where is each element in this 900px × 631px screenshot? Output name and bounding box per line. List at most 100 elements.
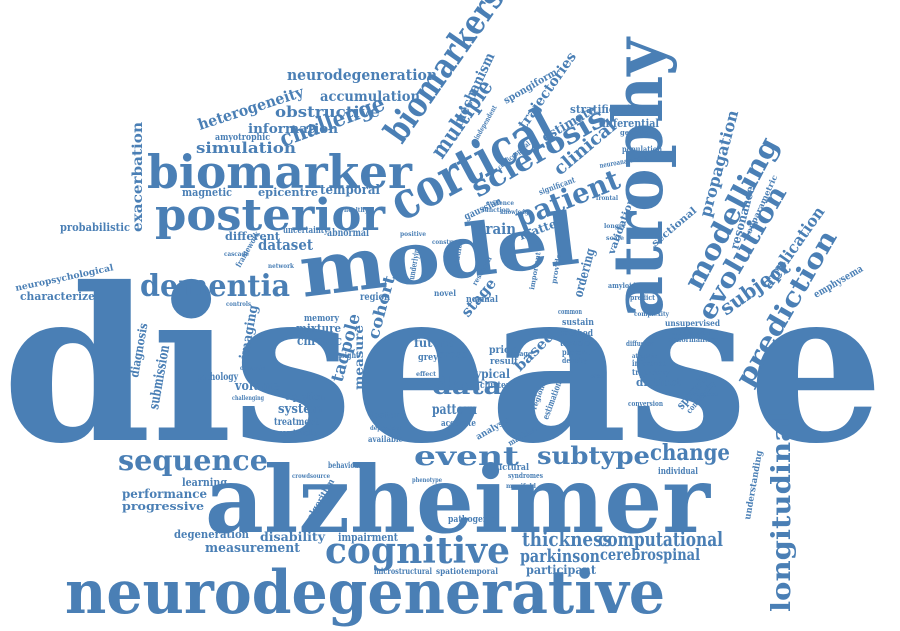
word-cluster: cluster <box>480 381 510 391</box>
word-memory: memory <box>304 314 340 324</box>
word-pathogenic: pathogenic <box>448 515 496 525</box>
word-trajectory: trajectory <box>632 367 670 377</box>
word-dynamic: dynamic <box>240 365 265 372</box>
word-dementia: dementia <box>140 269 290 304</box>
word-exacerbation: exacerbation <box>130 122 146 232</box>
word-scale: scale <box>606 235 624 242</box>
word-parkinson: parkinson <box>520 546 600 567</box>
word-epicentre: epicentre <box>258 186 318 199</box>
word-accurate: accurate <box>441 419 476 429</box>
word-cognitive: cognitive <box>325 530 510 572</box>
word-information: information <box>248 122 339 137</box>
word-pattern: pattern <box>432 402 477 418</box>
word-mixture: mixture <box>296 322 341 335</box>
word-spatiotemporal: spatiotemporal <box>436 566 498 576</box>
word-multimodal: multimodal <box>672 330 711 337</box>
word-disability: disability <box>260 530 326 544</box>
word-measurement: measurement <box>205 541 300 556</box>
word-unsupervised: unsupervised <box>665 318 720 328</box>
word-knowledge: knowledge <box>500 209 532 216</box>
word-phenotype: phenotype <box>412 477 442 484</box>
word-function: function <box>482 207 511 214</box>
word-neurodegeneration: neurodegeneration <box>287 66 437 84</box>
word-equation: equation <box>285 392 326 403</box>
word-predict: predict <box>630 293 656 302</box>
word-transfer: transfer <box>560 339 594 349</box>
word-longer: longer <box>604 223 627 230</box>
word-simulation: simulation <box>196 139 296 157</box>
word-image: image <box>510 349 532 358</box>
word-obstructive: obstructive <box>275 103 380 121</box>
word-subtype: subtype <box>537 441 650 470</box>
word-evidence: evidence <box>486 200 514 207</box>
word-positive: positive <box>400 231 426 238</box>
word-frontal: frontal <box>596 195 619 202</box>
word-scan: scan <box>590 373 606 380</box>
word-longitudinal: longitudinal <box>767 412 797 612</box>
word-sustain: sustain <box>562 318 594 328</box>
word-conversion: conversion <box>628 399 663 408</box>
word-progressive: progressive <box>122 500 204 513</box>
word-available: available <box>368 434 403 444</box>
word-insight: insight <box>334 350 359 360</box>
word-grey: grey <box>418 353 439 363</box>
word-treatment: treatment <box>274 417 319 428</box>
word-chronic: chronic <box>297 334 342 349</box>
word-normal: normal <box>466 295 499 305</box>
word-computational: computational <box>598 527 723 551</box>
word-amyotrophic: amyotrophic <box>215 133 270 143</box>
word-diffusion: diffusion <box>626 339 654 348</box>
word-characterize: characterize <box>20 290 95 303</box>
word-data: data <box>432 371 502 400</box>
word-cascade: cascade <box>224 251 249 258</box>
word-participant: participant <box>526 563 596 577</box>
word-biomarker: biomarker <box>147 145 413 199</box>
word-dependent: dependent <box>370 425 402 432</box>
word-distinct: distinct <box>636 376 682 389</box>
word-neurodegenerative: neurodegenerative <box>65 558 665 628</box>
word-different: different <box>225 230 281 243</box>
word-impairment: impairment <box>338 531 399 544</box>
word-event: event <box>414 442 519 472</box>
word-construct: construct <box>432 239 462 246</box>
word-system: system <box>278 402 323 417</box>
word-accumulation: accumulation <box>320 89 420 105</box>
word-inference: inference <box>632 358 667 368</box>
word-atrophy: atrophy <box>599 36 679 318</box>
word-complexity: complexity <box>634 311 669 318</box>
word-cross: cross <box>437 348 467 361</box>
word-region: region <box>360 292 391 303</box>
word-individual: individual <box>658 467 698 477</box>
word-change: change <box>650 440 730 466</box>
word-probabilistic: probabilistic <box>60 221 130 234</box>
word-ventricle: ventricle <box>276 429 317 439</box>
word-volume: volume <box>234 379 280 394</box>
word-pathology: pathology <box>196 372 239 383</box>
word-abnormalities: abnormalities <box>668 335 718 344</box>
word-future: future <box>414 336 454 350</box>
word-degeneration: degeneration <box>174 528 249 541</box>
word-thickness: thickness <box>522 527 612 551</box>
word-disease: disease <box>2 241 884 490</box>
word-performance: performance <box>122 487 207 501</box>
word-abnormal: abnormal <box>327 228 369 239</box>
word-alzheimer: alzheimer <box>205 446 712 554</box>
word-population: population <box>622 144 662 154</box>
word-manifold: manifold <box>506 483 537 490</box>
word-magnetic: magnetic <box>182 186 232 199</box>
word-common: common <box>558 307 582 316</box>
word-stratification: stratification <box>570 103 645 116</box>
word-controls: controls <box>226 301 252 308</box>
word-present: present <box>562 347 590 357</box>
word-crowdsource: crowdsource <box>292 473 330 480</box>
word-uncertainty: uncertainty <box>283 226 329 236</box>
word-result: result <box>490 357 519 367</box>
word-method: method <box>561 329 594 339</box>
word-novel: novel <box>434 288 456 298</box>
word-differential: differential <box>599 117 659 130</box>
word-sequence: sequence <box>118 444 268 477</box>
word-cerebrospinal: cerebrospinal <box>600 545 700 564</box>
word-amyloid: amyloid <box>608 281 636 290</box>
